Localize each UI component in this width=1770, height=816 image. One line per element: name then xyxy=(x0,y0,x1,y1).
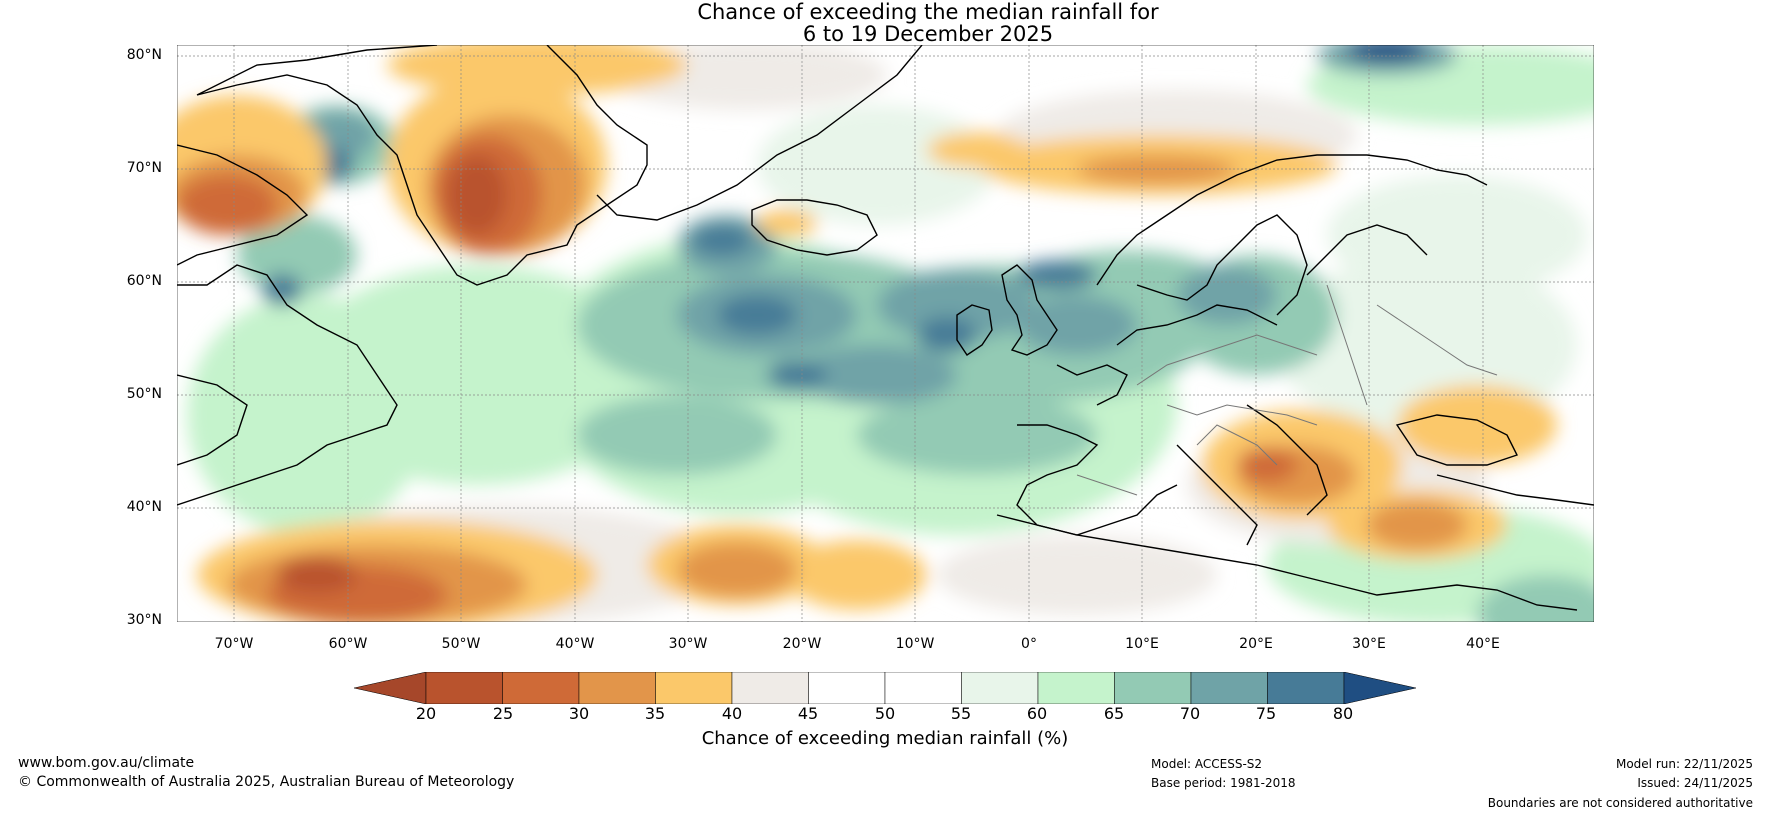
colorbar-segment xyxy=(884,672,962,704)
colorbar-tick-50: 50 xyxy=(874,704,896,723)
colorbar-tick-60: 60 xyxy=(1026,704,1048,723)
colorbar-segment xyxy=(1037,672,1115,704)
colorbar-segment xyxy=(961,672,1039,704)
colorbar-extend-low xyxy=(354,672,427,704)
colorbar-segment xyxy=(1190,672,1268,704)
base-period: Base period: 1981-2018 xyxy=(1151,776,1296,790)
colorbar-segment xyxy=(731,672,809,704)
colorbar-tick-45: 45 xyxy=(797,704,819,723)
lat-label-50n: 50°N xyxy=(126,386,162,402)
colorbar-tick-70: 70 xyxy=(1179,704,1201,723)
colorbar-segment xyxy=(808,672,886,704)
lon-label-40w: 40°W xyxy=(555,636,595,652)
coastlines xyxy=(177,45,1594,611)
lon-label-50w: 50°W xyxy=(441,636,481,652)
colorbar-segment xyxy=(425,672,503,704)
colorbar-tick-40: 40 xyxy=(721,704,743,723)
lon-label-30e: 30°E xyxy=(1352,636,1386,652)
lon-label-10w: 10°W xyxy=(895,636,935,652)
model-run-date: Model run: 22/11/2025 xyxy=(1615,757,1753,771)
lon-label-40e: 40°E xyxy=(1466,636,1500,652)
country-borders xyxy=(1076,284,1498,496)
model-name: Model: ACCESS-S2 xyxy=(1151,757,1263,771)
lat-label-70n: 70°N xyxy=(126,160,162,176)
rainfall-probability-map xyxy=(177,45,1594,622)
colorbar-tick-75: 75 xyxy=(1255,704,1277,723)
lat-label-80n: 80°N xyxy=(126,47,162,63)
colorbar xyxy=(354,672,1416,704)
issued-date: Issued: 24/11/2025 xyxy=(1637,776,1753,790)
boundaries-disclaimer: Boundaries are not considered authoritat… xyxy=(1487,796,1753,810)
colorbar-tick-55: 55 xyxy=(950,704,972,723)
lon-label-60w: 60°W xyxy=(328,636,368,652)
lon-label-0: 0° xyxy=(1021,636,1037,652)
lon-label-30w: 30°W xyxy=(668,636,708,652)
colorbar-tick-30: 30 xyxy=(568,704,590,723)
lon-label-70w: 70°W xyxy=(214,636,254,652)
lon-label-20e: 20°E xyxy=(1239,636,1273,652)
colorbar-extend-high xyxy=(1343,672,1416,704)
lon-label-10e: 10°E xyxy=(1125,636,1159,652)
chart-title-line2: 6 to 19 December 2025 xyxy=(802,22,1054,46)
lat-label-40n: 40°N xyxy=(126,499,162,515)
rainfall-shading xyxy=(177,45,1594,622)
chart-title-line1: Chance of exceeding the median rainfall … xyxy=(697,0,1159,24)
colorbar-tick-25: 25 xyxy=(492,704,514,723)
colorbar-tick-65: 65 xyxy=(1103,704,1125,723)
lat-label-30n: 30°N xyxy=(126,612,162,628)
colorbar-tick-35: 35 xyxy=(644,704,666,723)
colorbar-segment xyxy=(655,672,733,704)
website-link[interactable]: www.bom.gov.au/climate xyxy=(18,755,195,771)
colorbar-tick-80: 80 xyxy=(1332,704,1354,723)
colorbar-label: Chance of exceeding median rainfall (%) xyxy=(701,728,1069,749)
copyright-text: © Commonwealth of Australia 2025, Austra… xyxy=(18,774,515,790)
colorbar-segment xyxy=(1114,672,1192,704)
colorbar-tick-20: 20 xyxy=(415,704,437,723)
colorbar-segment xyxy=(502,672,580,704)
lat-label-60n: 60°N xyxy=(126,273,162,289)
colorbar-segment xyxy=(1267,672,1345,704)
lon-label-20w: 20°W xyxy=(782,636,822,652)
colorbar-segment xyxy=(578,672,656,704)
